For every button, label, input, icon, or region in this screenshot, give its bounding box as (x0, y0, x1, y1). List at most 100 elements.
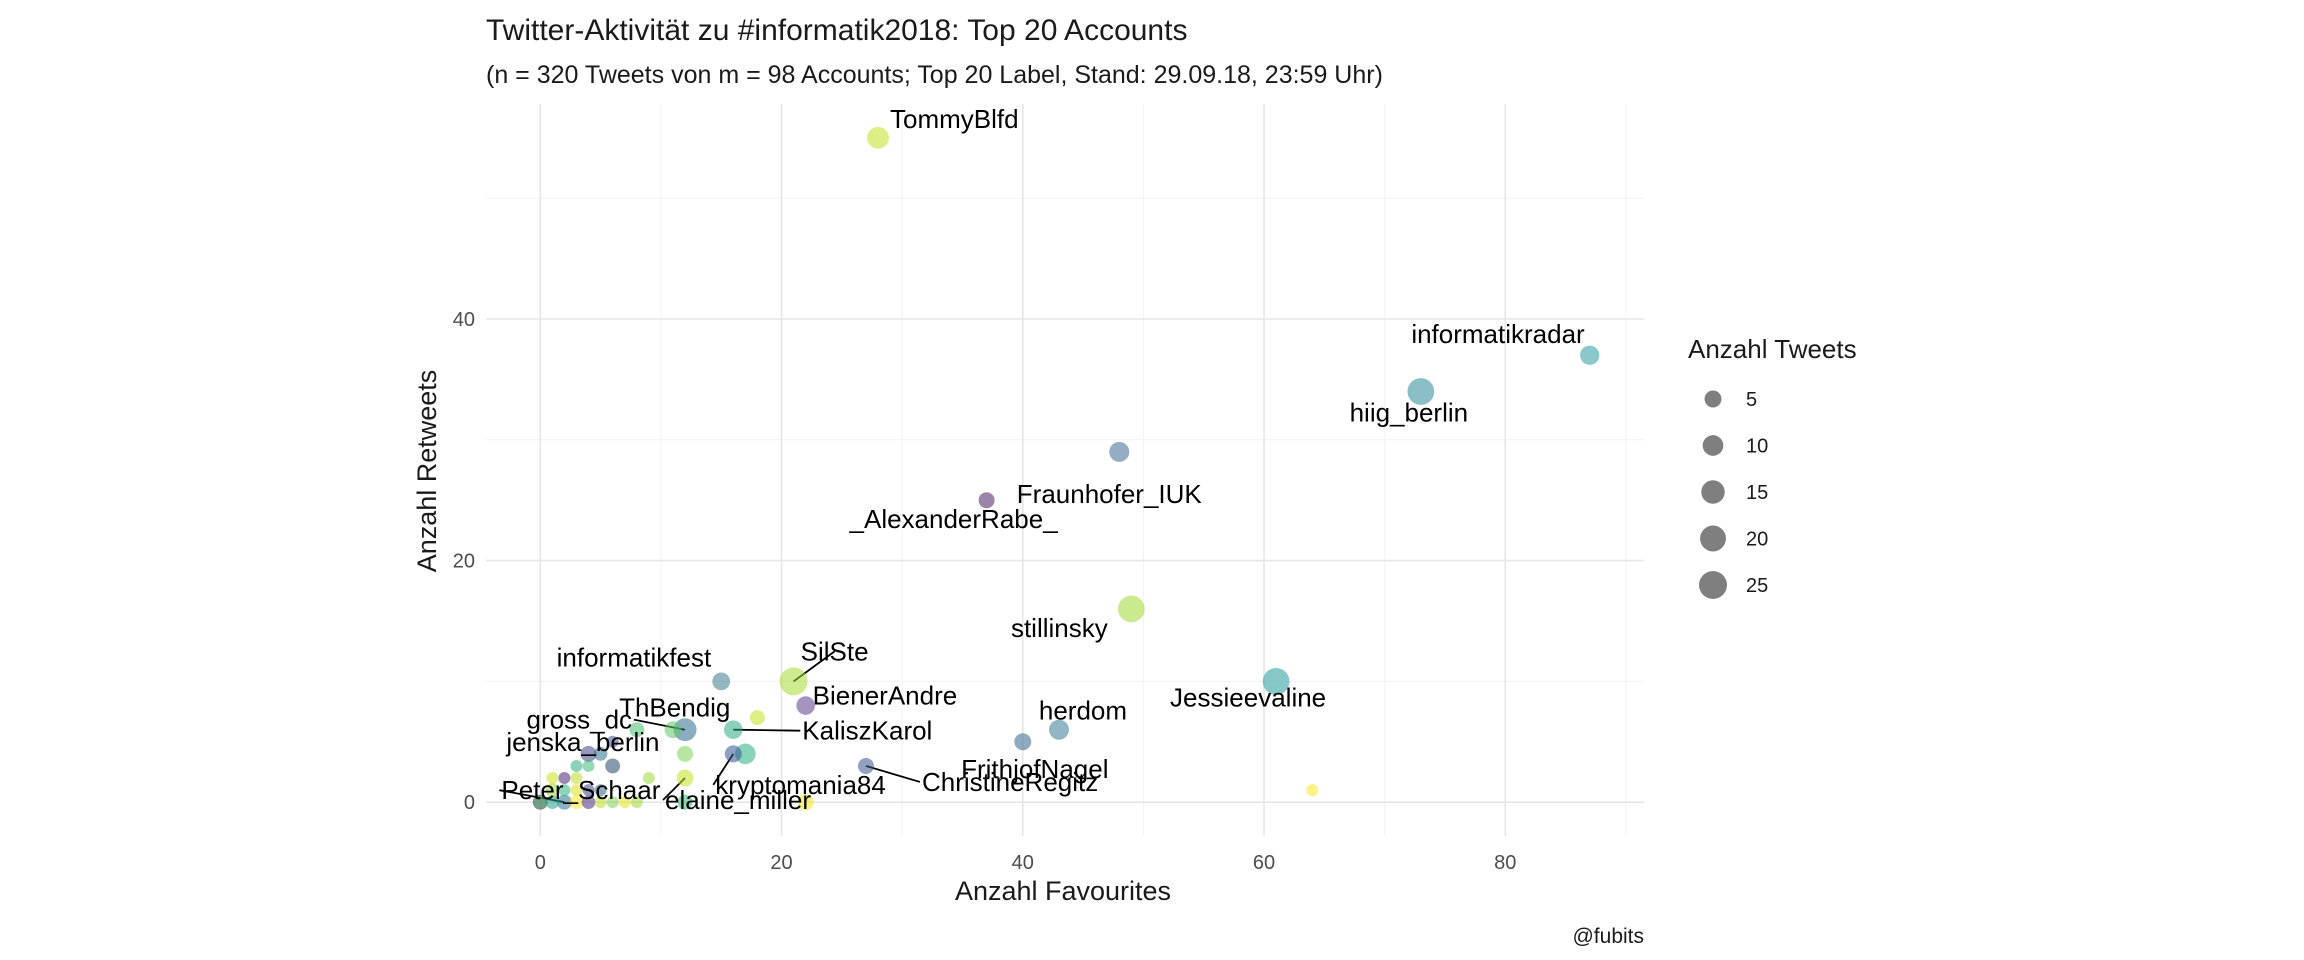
legend-label: 10 (1746, 436, 1768, 458)
data-point (749, 710, 765, 726)
data-point (629, 722, 645, 738)
data-point (618, 796, 631, 809)
point-label: ChristineRegitz (922, 767, 1098, 797)
y-tick-label: 20 (453, 551, 475, 573)
data-point (606, 796, 619, 809)
y-tick-label: 40 (453, 309, 475, 331)
data-point (594, 784, 607, 797)
legend-label: 15 (1746, 482, 1768, 504)
data-point (735, 743, 756, 765)
legend-key (1700, 525, 1726, 552)
x-axis-label: Anzahl Favourites (955, 876, 1171, 906)
legend-key (1704, 390, 1722, 408)
point-label: KaliszKarol (802, 716, 932, 746)
point-label: BienerAndre (813, 681, 958, 711)
point-label: elaine_miller (665, 785, 811, 815)
point-label: Fraunhofer_IUK (1017, 479, 1203, 509)
point-label: stillinsky (1011, 613, 1108, 643)
axis-ticks: 0 20 40 60 80 0 20 40 (453, 309, 1517, 874)
data-point (594, 796, 607, 809)
data-point (1580, 345, 1600, 365)
data-point (593, 747, 608, 761)
data-point (677, 745, 694, 762)
data-point (580, 745, 597, 762)
data-point (676, 769, 694, 787)
data-point (581, 795, 596, 810)
point-label: FrithjofNagel (961, 754, 1108, 784)
x-tick-label: 20 (770, 852, 792, 874)
x-tick-label: 80 (1494, 852, 1516, 874)
legend-label: 5 (1746, 389, 1757, 411)
legend-key (1702, 435, 1724, 456)
data-point (677, 794, 693, 810)
label-leader-line (865, 765, 921, 783)
data-point (570, 772, 583, 785)
data-point (673, 718, 697, 742)
data-point (642, 772, 655, 785)
data-point (867, 126, 889, 149)
data-point (546, 772, 559, 785)
data-points (532, 126, 1600, 811)
data-point (582, 759, 595, 772)
data-point (1407, 378, 1435, 405)
data-point (533, 795, 548, 810)
data-point (1109, 441, 1130, 462)
point-label: informatikradar (1411, 319, 1585, 349)
chart-caption: @fubits (1572, 925, 1644, 948)
data-point (664, 721, 682, 739)
data-point (582, 784, 595, 797)
data-point (605, 758, 621, 774)
chart-subtitle: (n = 320 Tweets von m = 98 Accounts; Top… (486, 61, 1383, 89)
point-label: Peter_Schaar (501, 775, 660, 805)
point-label: herdom (1039, 696, 1127, 726)
data-point (857, 757, 874, 774)
point-label: hiig_berlin (1350, 397, 1469, 427)
data-point (1014, 733, 1032, 751)
data-point (570, 784, 583, 797)
legend-key (1701, 480, 1725, 504)
legend-title: Anzahl Tweets (1688, 334, 1857, 364)
data-point (723, 720, 743, 739)
data-point (606, 735, 619, 748)
data-point (797, 794, 814, 811)
data-point (1117, 595, 1145, 623)
point-label: gross_dc (527, 705, 633, 735)
data-point (724, 745, 742, 763)
size-legend: Anzahl Tweets 5 10 15 20 25 (1688, 334, 1857, 599)
point-label: kryptomania84 (715, 770, 886, 800)
chart-title: Twitter-Aktivität zu #informatik2018: To… (486, 14, 1187, 47)
point-labels: TommyBlfd informatikradar hiig_berlin Fraun… (501, 104, 1585, 815)
y-tick-label: 0 (464, 792, 475, 814)
data-point (558, 772, 571, 785)
point-label: informatikfest (557, 642, 712, 672)
data-point (1262, 668, 1290, 695)
data-point (545, 783, 560, 797)
data-point (978, 492, 995, 509)
data-point (1306, 784, 1319, 797)
data-point (779, 667, 808, 696)
data-point (570, 759, 583, 772)
data-point (545, 795, 560, 810)
data-point (556, 794, 572, 810)
y-axis-label: Anzahl Retweets (412, 370, 442, 573)
x-tick-label: 60 (1253, 852, 1275, 874)
x-tick-label: 0 (535, 852, 546, 874)
point-label: ThBendig (619, 693, 730, 723)
legend-key (1699, 571, 1727, 599)
label-leader-line (733, 728, 801, 732)
x-tick-label: 40 (1012, 852, 1034, 874)
point-label: Jessieevaline (1170, 682, 1326, 712)
data-point (630, 796, 643, 809)
point-label: _AlexanderRabe_ (849, 504, 1059, 534)
point-label: SilSte (801, 636, 869, 666)
data-point (569, 795, 584, 810)
legend-label: 25 (1746, 575, 1768, 597)
data-point (796, 696, 815, 715)
point-label: TommyBlfd (890, 104, 1019, 134)
legend-label: 20 (1746, 529, 1768, 551)
point-label: jenska_berlin (505, 727, 659, 757)
data-point (1048, 719, 1069, 740)
data-point (558, 784, 571, 797)
data-point (712, 672, 731, 691)
